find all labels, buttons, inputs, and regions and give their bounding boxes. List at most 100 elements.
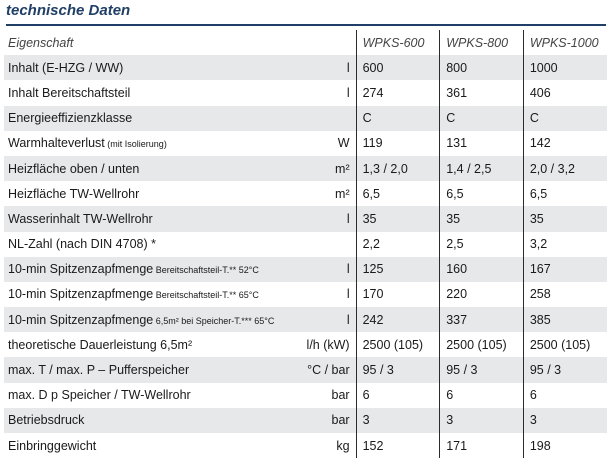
- row-unit: bar: [276, 382, 357, 408]
- value-model-3: 406: [522, 80, 607, 106]
- value-model-3: 385: [522, 307, 607, 333]
- table-row: Warmhalteverlust (mit Isolierung) W 119 131…: [4, 130, 607, 156]
- value-model-3: 1000: [522, 55, 607, 81]
- value-model-3: 142: [522, 130, 607, 156]
- value-model-3: 198: [522, 433, 607, 459]
- row-unit: l/h (kW): [276, 332, 357, 358]
- property-note: 6,5m² bei Speicher-T.*** 65°C: [153, 315, 275, 326]
- table-row: max. T / max. P – Pufferspeicher °C / bar…: [4, 357, 607, 383]
- value-model-3: 95 / 3: [522, 357, 607, 383]
- value-model-1: 6: [355, 382, 440, 408]
- value-model-1: 125: [355, 256, 440, 282]
- property-note: Bereitschaftsteil-T.** 52°C: [153, 265, 259, 276]
- value-model-1: 2,2: [355, 231, 440, 257]
- row-property: theoretische Dauerleistung 6,5m²: [4, 332, 277, 358]
- row-unit: l: [276, 206, 357, 232]
- table-row: max. D p Speicher / TW-Wellrohr bar 6 6 6: [4, 382, 607, 408]
- value-model-1: 35: [355, 206, 440, 232]
- value-model-2: 361: [439, 80, 524, 106]
- row-unit: kg: [276, 433, 357, 459]
- table-row: 10-min Spitzenzapfmenge Bereitschaftstei…: [4, 281, 607, 308]
- value-model-2: 2,5: [439, 231, 524, 257]
- value-model-1: C: [355, 105, 440, 131]
- row-property: max. D p Speicher / TW-Wellrohr: [4, 382, 277, 408]
- row-unit: m²: [276, 181, 357, 207]
- value-model-3: 3,2: [522, 231, 607, 257]
- property-label: Einbringgewicht: [8, 438, 97, 453]
- row-property: Warmhalteverlust (mit Isolierung): [4, 130, 277, 156]
- value-model-2: 131: [439, 130, 524, 156]
- table-row: Inhalt Bereitschaftsteil l 274 361 406: [4, 80, 607, 106]
- table-row: 10-min Spitzenzapfmenge Bereitschaftstei…: [4, 256, 607, 282]
- value-model-2: 160: [439, 256, 524, 282]
- row-unit: l: [276, 307, 357, 333]
- row-unit: °C / bar: [276, 357, 357, 383]
- table-row: theoretische Dauerleistung 6,5m² l/h (kW)…: [4, 332, 607, 358]
- table-row: Heizfläche oben / unten m² 1,3 / 2,0 1,4 / …: [4, 155, 607, 182]
- value-model-2: 337: [439, 307, 524, 333]
- row-property: Inhalt (E-HZG / WW): [4, 55, 277, 81]
- value-model-2: 6: [439, 382, 524, 408]
- value-model-2: 171: [439, 433, 524, 459]
- property-label: Betriebsdruck: [8, 413, 85, 428]
- property-label: Heizfläche oben / unten: [8, 161, 140, 176]
- header-model-1: WPKS-600: [355, 30, 440, 56]
- value-model-1: 2500 (105): [355, 332, 440, 358]
- table-row: Inhalt (E-HZG / WW) l 600 800 1000: [4, 55, 607, 81]
- row-unit: l: [276, 281, 357, 308]
- row-property: 10-min Spitzenzapfmenge Bereitschaftstei…: [4, 256, 277, 282]
- property-label: max. D p Speicher / TW-Wellrohr: [8, 388, 191, 403]
- value-model-2: 2500 (105): [439, 332, 524, 358]
- header-unit: [276, 30, 356, 55]
- table-row: Wasserinhalt TW-Wellrohr l 35 35 35: [4, 206, 607, 232]
- technical-data-table: Eigenschaft WPKS-600 WPKS-800 WPKS-1000 …: [4, 30, 607, 459]
- property-label: Energieeffizienzklasse: [8, 111, 133, 126]
- value-model-3: 167: [522, 256, 607, 282]
- property-label: 10-min Spitzenzapfmenge: [8, 287, 154, 302]
- property-label: NL-Zahl (nach DIN 4708) *: [8, 237, 156, 252]
- row-unit: l: [276, 256, 357, 282]
- property-label: Inhalt Bereitschaftsteil: [8, 85, 131, 100]
- value-model-2: 6,5: [439, 181, 524, 207]
- property-label: max. T / max. P – Pufferspeicher: [8, 363, 190, 378]
- value-model-1: 242: [355, 307, 440, 333]
- row-property: NL-Zahl (nach DIN 4708) *: [4, 231, 277, 257]
- row-unit: [276, 105, 357, 131]
- value-model-1: 6,5: [355, 181, 440, 207]
- row-unit: l: [276, 80, 357, 106]
- value-model-1: 170: [355, 281, 440, 308]
- value-model-1: 152: [355, 433, 440, 459]
- value-model-2: 1,4 / 2,5: [439, 155, 524, 182]
- property-label: Wasserinhalt TW-Wellrohr: [8, 211, 153, 226]
- value-model-1: 600: [355, 55, 440, 81]
- table-row: Heizfläche TW-Wellrohr m² 6,5 6,5 6,5: [4, 181, 607, 207]
- property-note: Bereitschaftsteil-T.** 65°C: [153, 290, 259, 301]
- property-label: 10-min Spitzenzapfmenge: [8, 312, 154, 327]
- row-unit: l: [276, 55, 357, 81]
- value-model-1: 3: [355, 407, 440, 433]
- value-model-3: 35: [522, 206, 607, 232]
- value-model-2: C: [439, 105, 524, 131]
- row-unit: [276, 231, 357, 257]
- row-property: Inhalt Bereitschaftsteil: [4, 80, 277, 106]
- value-model-1: 1,3 / 2,0: [355, 155, 440, 182]
- property-note: (mit Isolierung): [104, 139, 167, 150]
- value-model-2: 3: [439, 407, 524, 433]
- row-property: Energieeffizienzklasse: [4, 105, 277, 131]
- value-model-3: C: [522, 105, 607, 131]
- value-model-1: 119: [355, 130, 440, 156]
- header-property: Eigenschaft: [8, 35, 74, 50]
- value-model-2: 800: [439, 55, 524, 81]
- value-model-3: 2,0 / 3,2: [522, 155, 607, 182]
- value-model-2: 35: [439, 206, 524, 232]
- value-model-1: 274: [355, 80, 440, 106]
- table-row: Energieeffizienzklasse C C C: [4, 105, 607, 131]
- row-property: 10-min Spitzenzapfmenge 6,5m² bei Speich…: [4, 307, 277, 333]
- header-model-2: WPKS-800: [439, 30, 524, 56]
- value-model-2: 95 / 3: [439, 357, 524, 383]
- property-label: 10-min Spitzenzapfmenge: [8, 262, 154, 277]
- table-row: Einbringgewicht kg 152 171 198: [4, 433, 607, 459]
- row-property: Betriebsdruck: [4, 407, 277, 433]
- property-label: Heizfläche TW-Wellrohr: [8, 186, 140, 201]
